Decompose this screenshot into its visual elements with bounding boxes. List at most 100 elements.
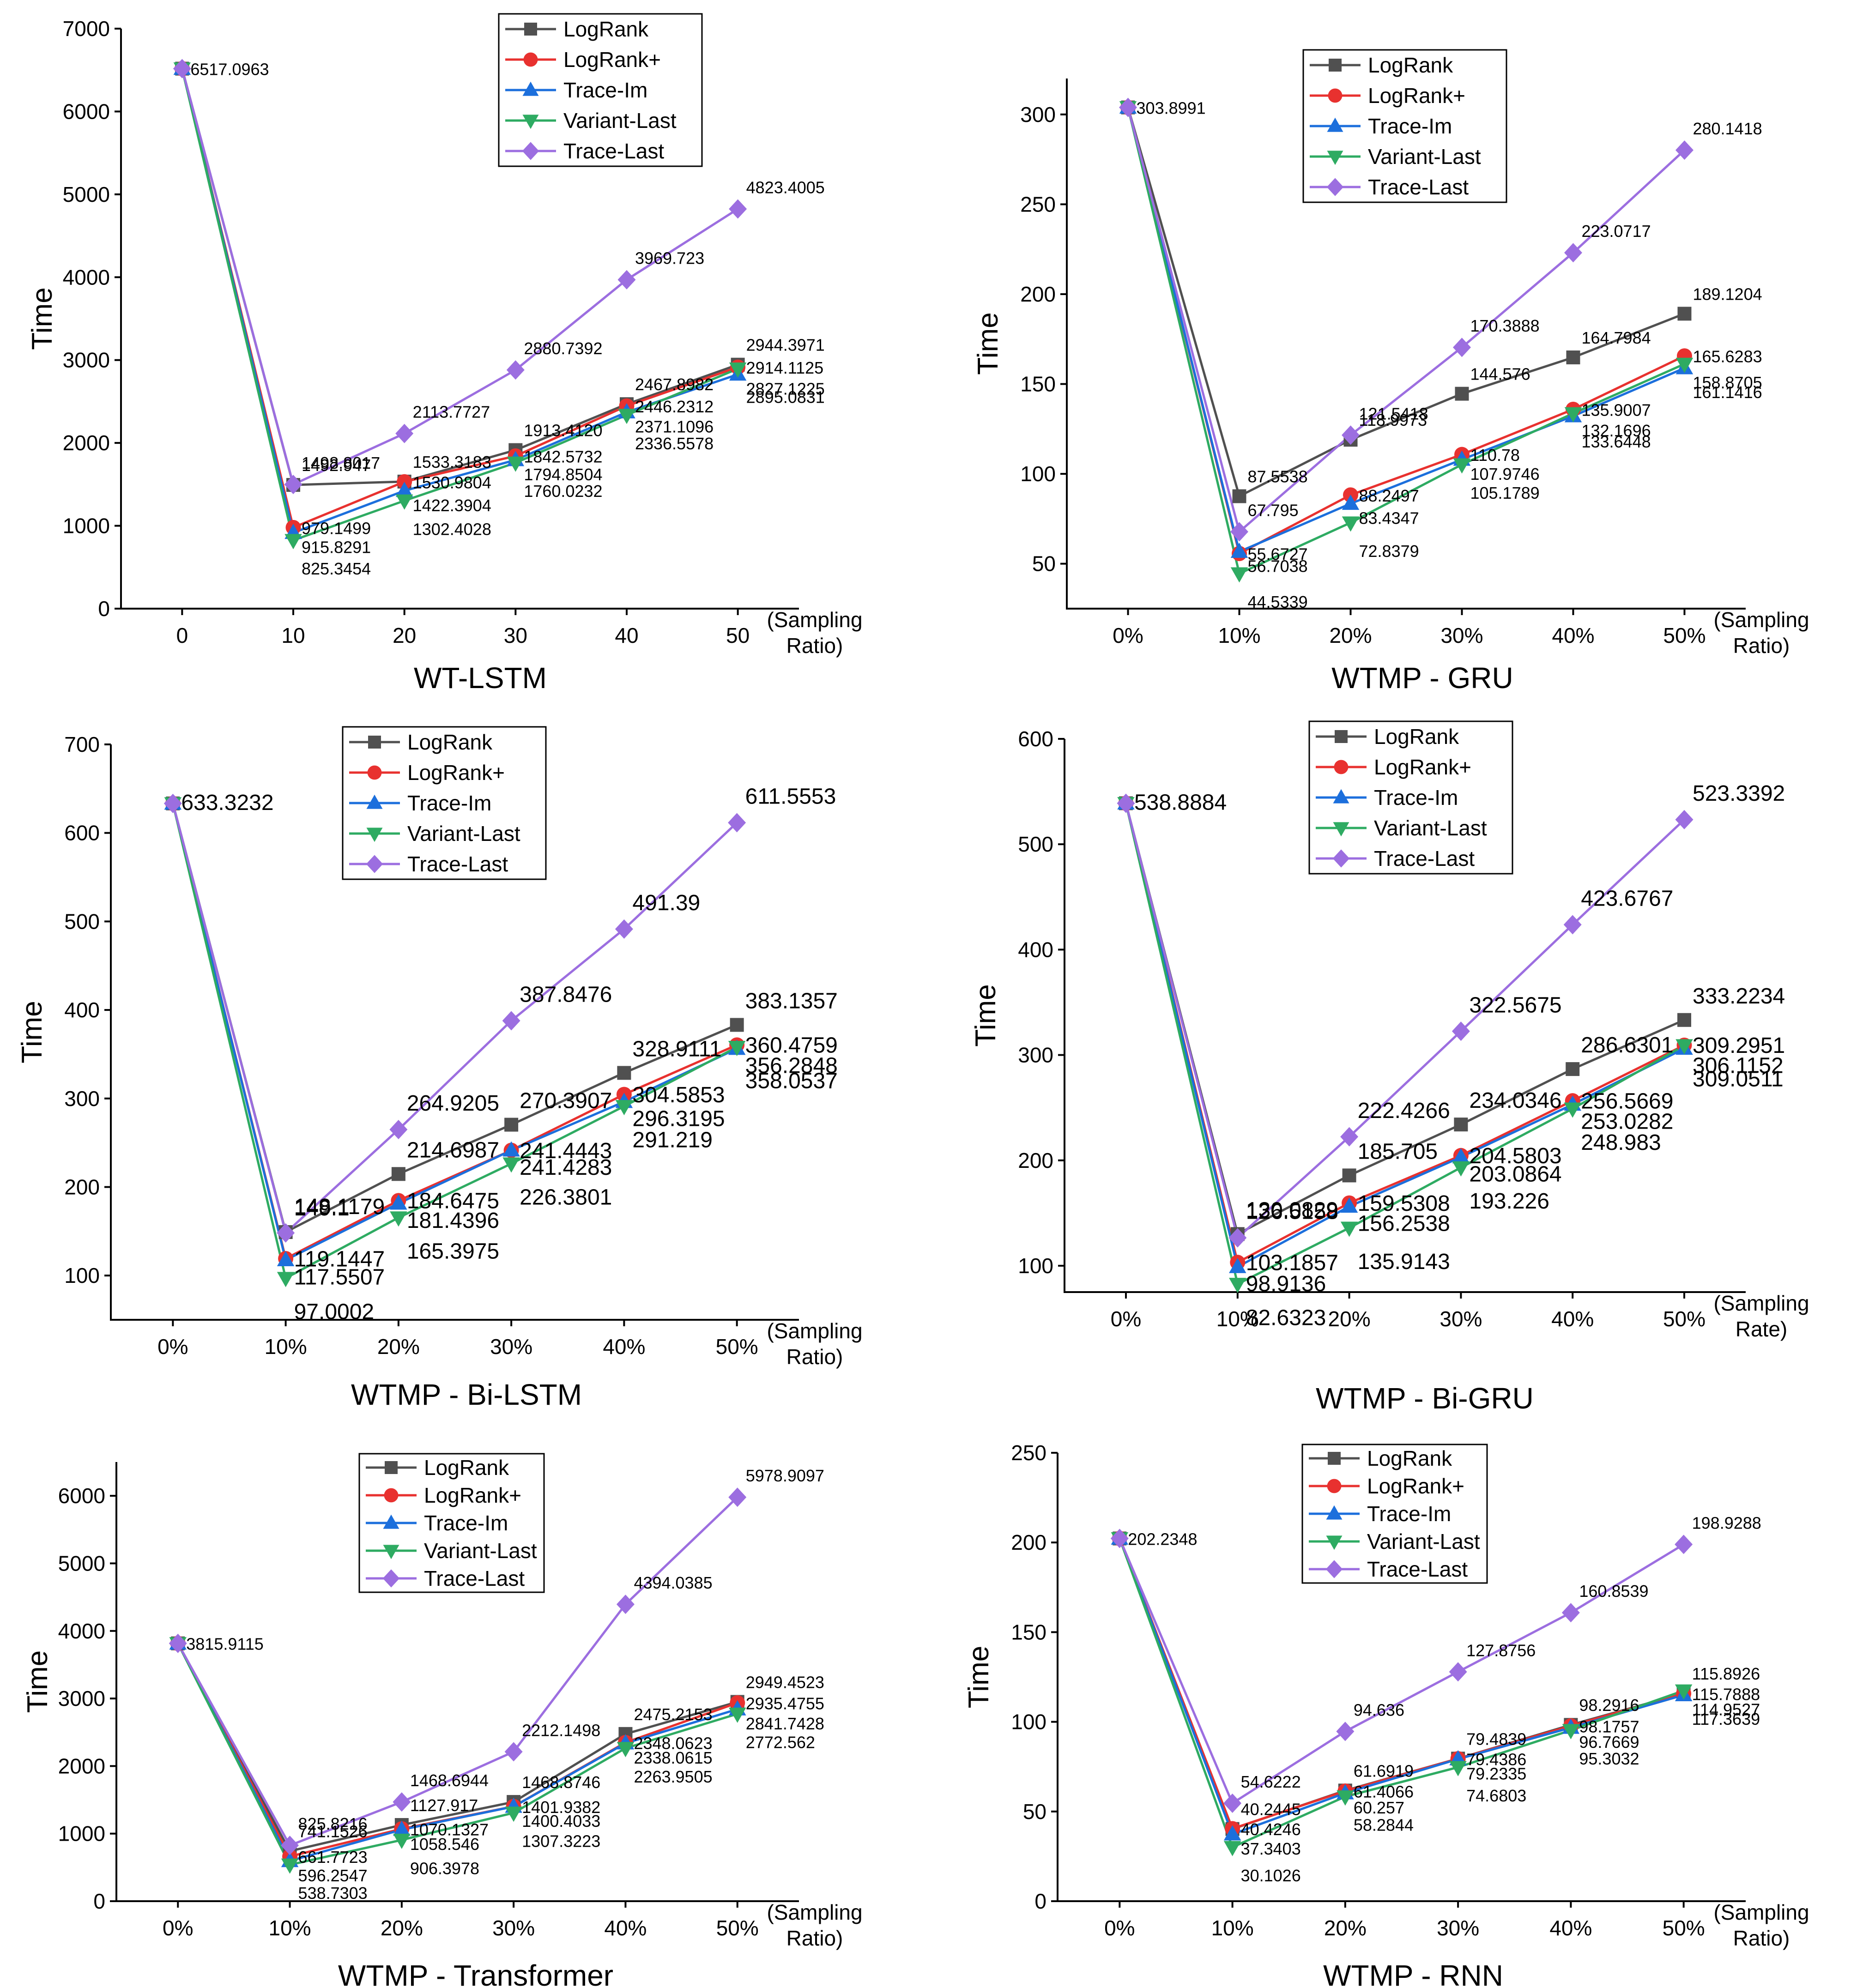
x-tick-label: 20% [377,1335,420,1359]
y-tick-label: 100 [1011,1710,1046,1734]
legend-label-variant-last: Variant-Last [407,822,520,846]
legend-label-trace-im: Trace-Im [407,791,491,815]
x-tick-label: 20% [1329,623,1372,647]
data-label-variant-last: 248.983 [1581,1130,1661,1155]
point-logrank [1677,1013,1692,1027]
y-tick-label: 700 [64,732,100,756]
point-variant-last [1675,1039,1693,1055]
series-line-variant-last [1118,1538,1684,1849]
y-tick-label: 0 [93,1889,105,1913]
series-line-variant-last [1127,107,1685,575]
data-label-logrank: 328.9111 [632,1037,721,1061]
x-tick-label: 30% [492,1916,535,1940]
data-label-logrank-plus: 1842.5732 [524,447,602,466]
data-label-logrank: 2467.8982 [635,375,714,394]
chart-title: WT-LSTM [414,661,547,695]
x-axis-label: (Sampling [1713,1291,1809,1315]
legend-label-trace-last: Trace-Last [1368,175,1469,199]
data-label-logrank: 6517.0963 [190,60,269,79]
series-line-logrank [1127,107,1685,498]
point-logrank [1232,489,1246,503]
point-trace-last [1230,522,1249,542]
data-label-trace-im: 306.1152 [1693,1053,1784,1078]
point-variant-last [1675,1684,1693,1700]
data-label-variant-last: 226.3801 [520,1185,612,1210]
x-tick-label: 50% [716,1916,759,1940]
x-tick-label: 30% [1437,1916,1479,1940]
data-label-trace-im: 2338.0615 [634,1748,712,1767]
x-axis-label: Ratio) [786,634,843,658]
data-label-logrank-plus: 55.6727 [1248,545,1308,564]
point-trace-last [1449,1662,1467,1682]
data-label-trace-last: 491.39 [632,891,700,915]
data-label-variant-last: 82.6323 [1246,1305,1326,1330]
x-tick-label: 40% [1549,1916,1592,1940]
data-label-logrank: 87.5538 [1248,467,1308,486]
point-trace-last [1340,1127,1359,1147]
data-label-trace-im: 1400.4033 [522,1812,600,1831]
x-tick-label: 30 [504,623,527,647]
data-label-logrank: 115.8926 [1692,1664,1760,1683]
data-label-trace-im: 1422.3904 [413,496,491,515]
data-label-trace-im: 79.2335 [1466,1764,1526,1783]
point-variant-last [1453,458,1471,474]
y-tick-label: 600 [64,821,100,845]
data-label-trace-im: 181.4396 [407,1209,499,1233]
point-trace-im [390,1194,407,1210]
data-label-trace-im: 158.8705 [1693,373,1762,392]
x-tick-label: 10% [1211,1916,1254,1940]
point-trace-last [616,1595,635,1614]
series-line-variant-last [1125,803,1685,1286]
data-label-logrank: 270.3907 [520,1089,612,1113]
point-trace-last [169,1633,187,1653]
data-label-trace-last: 4823.4005 [746,178,825,197]
chart-title: WTMP - Bi-GRU [1316,1382,1534,1415]
point-trace-last [502,1011,520,1031]
x-tick-label: 10% [265,1335,307,1359]
point-logrank [1454,1118,1468,1132]
x-tick-label: 20% [381,1916,423,1940]
y-tick-label: 200 [64,1175,100,1199]
x-tick-label: 30% [1440,623,1483,647]
legend-marker-logrank-plus [1328,88,1343,103]
data-label-variant-last: 1302.4028 [413,520,491,538]
x-axis-label: Ratio) [1733,1926,1790,1950]
point-trace-im [1342,495,1360,510]
point-trace-last [389,1120,408,1140]
data-label-trace-im: 1058.546 [410,1835,479,1854]
x-tick-label: 0 [176,623,188,647]
point-trace-im [277,1251,295,1267]
y-tick-label: 250 [1020,192,1056,216]
data-label-logrank: 286.6301 [1581,1033,1673,1057]
legend-label-logrank: LogRank [1368,53,1453,77]
point-variant-last [395,494,413,510]
y-tick-label: 300 [1018,1043,1053,1067]
y-tick-label: 6000 [63,99,110,123]
data-label-trace-last: 4394.0385 [634,1573,712,1592]
point-variant-last [1229,1278,1246,1293]
data-label-logrank-plus: 61.4066 [1354,1782,1414,1801]
data-label-logrank: 164.7984 [1581,328,1651,347]
y-tick-label: 1000 [58,1822,105,1846]
y-tick-label: 200 [1020,282,1056,306]
legend-marker-logrank-plus [1327,1479,1342,1493]
point-variant-last [615,1100,633,1116]
data-label-logrank: 2949.4523 [746,1673,824,1692]
x-axis-label: Ratio) [786,1345,843,1369]
y-tick-label: 2000 [58,1754,105,1778]
point-trace-last [1675,1535,1693,1554]
data-label-logrank-plus: 241.4443 [520,1139,612,1163]
data-label-trace-last: 67.795 [1248,501,1299,520]
legend-label-trace-last: Trace-Last [407,852,508,876]
legend-marker-logrank [385,1461,398,1474]
legend-wtmp-bi-gru: LogRank LogRank+ Trace-Im Variant-Last Trace… [1308,720,1513,875]
axes-wtmp-bi-gru [1064,739,1746,1293]
x-axis-label: (Sampling [1713,1900,1809,1924]
data-label-logrank: 538.8884 [1134,790,1227,815]
series-line-trace-last [171,803,738,1235]
data-label-trace-last: 423.6767 [1581,887,1673,911]
data-label-variant-last: 95.3032 [1579,1749,1639,1768]
data-label-logrank: 1468.8746 [522,1773,600,1792]
data-label-logrank-plus: 309.2951 [1693,1033,1785,1058]
